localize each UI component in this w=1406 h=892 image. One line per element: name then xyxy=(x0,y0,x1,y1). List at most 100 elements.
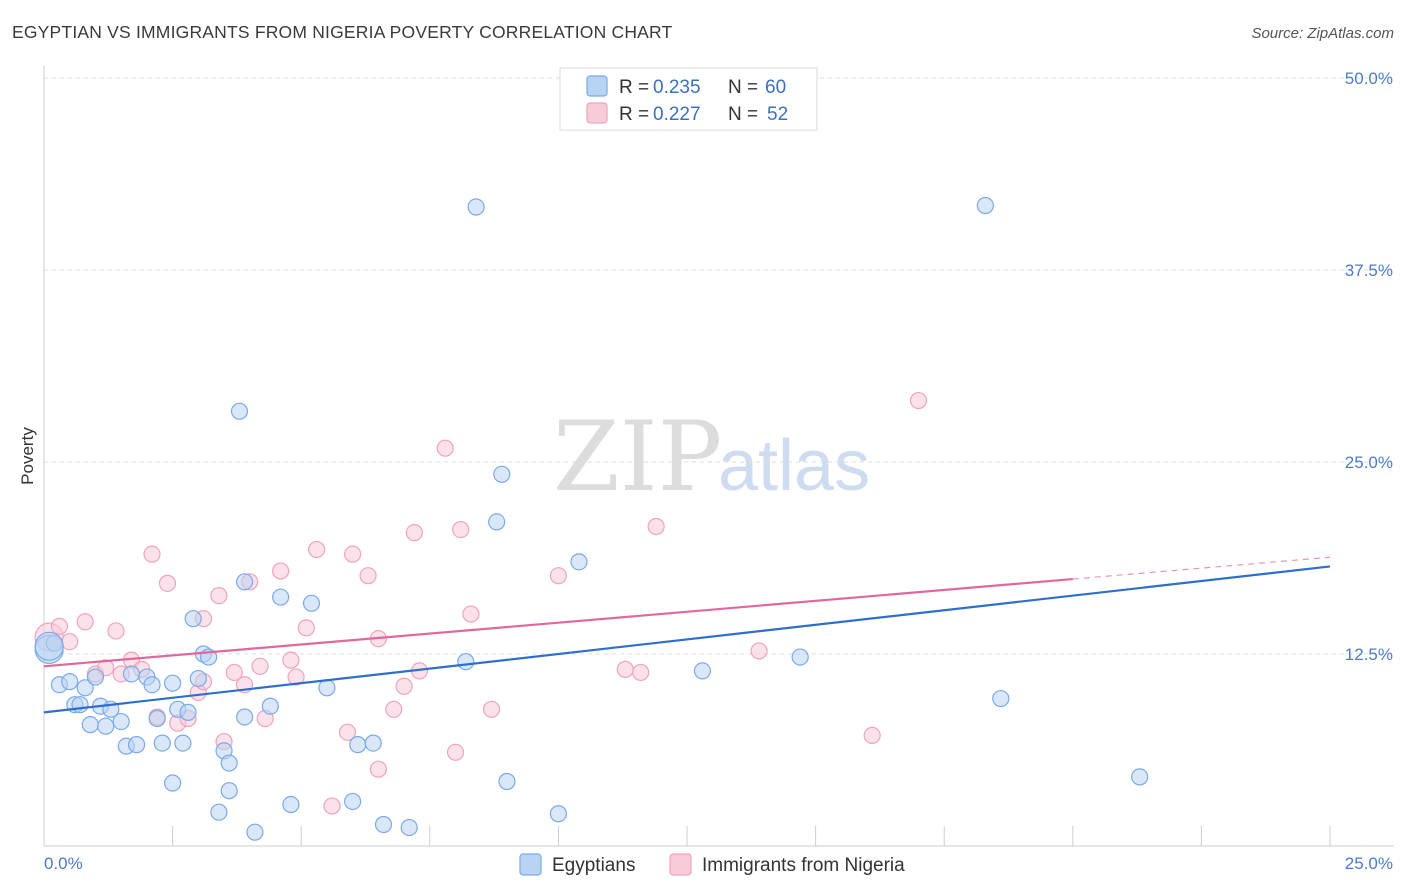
stats-legend-n-label-egyptians: N = xyxy=(728,77,758,98)
point-egyptians-57 xyxy=(992,689,1010,708)
point-nigeria-18 xyxy=(210,587,228,605)
point-nigeria-32 xyxy=(344,545,362,563)
point-egyptians-35 xyxy=(236,708,254,726)
point-egyptians-54 xyxy=(693,662,712,680)
stats-legend-n-egyptians: 60 xyxy=(765,77,786,98)
point-egyptians-45 xyxy=(374,815,393,834)
trend-line-egyptians xyxy=(43,565,1331,714)
series-legend: Egyptians Immigrants from Nigeria xyxy=(519,853,905,876)
point-nigeria-42 xyxy=(452,520,470,539)
series-legend-label-egyptians: Egyptians xyxy=(552,855,635,876)
point-nigeria-40 xyxy=(436,439,454,457)
point-nigeria-26 xyxy=(282,651,300,669)
point-egyptians-6 xyxy=(76,679,94,697)
point-egyptians-38 xyxy=(272,588,290,606)
point-nigeria-49 xyxy=(750,642,768,660)
point-egyptians-39 xyxy=(282,795,300,814)
point-egyptians-31 xyxy=(220,782,238,800)
stats-legend-r-label-nigeria: R = xyxy=(619,104,649,125)
stats-legend-swatch-nigeria xyxy=(586,102,608,124)
stats-legend-swatch-egyptians xyxy=(586,75,608,97)
point-egyptians-41 xyxy=(318,679,336,697)
point-egyptians-37 xyxy=(261,697,279,715)
trend-line-extension-nigeria xyxy=(1072,556,1331,580)
point-egyptians-42 xyxy=(344,792,362,811)
point-egyptians-10 xyxy=(97,717,115,735)
point-egyptians-7 xyxy=(81,716,99,734)
point-egyptians-59 xyxy=(34,631,64,661)
point-nigeria-38 xyxy=(405,524,423,542)
point-egyptians-33 xyxy=(230,402,249,420)
point-egyptians-21 xyxy=(164,774,182,792)
point-nigeria-25 xyxy=(272,562,290,580)
stats-legend-r-nigeria: 0.227 xyxy=(653,104,701,125)
point-egyptians-50 xyxy=(493,465,511,483)
point-nigeria-2 xyxy=(61,633,79,651)
stats-legend-r-label-egyptians: R = xyxy=(619,77,649,98)
point-egyptians-17 xyxy=(143,676,161,694)
point-nigeria-6 xyxy=(107,622,125,640)
chart-source: Source: ZipAtlas.com xyxy=(1251,25,1394,42)
scatter-points xyxy=(34,196,1149,841)
point-nigeria-48 xyxy=(647,517,665,536)
trend-line-nigeria xyxy=(43,577,1073,668)
point-nigeria-1 xyxy=(50,617,69,635)
point-egyptians-36 xyxy=(246,823,264,841)
point-nigeria-45 xyxy=(549,567,568,585)
point-egyptians-5 xyxy=(71,696,89,714)
point-egyptians-32 xyxy=(220,754,238,772)
point-nigeria-46 xyxy=(616,660,634,678)
point-egyptians-25 xyxy=(184,610,202,628)
point-egyptians-44 xyxy=(364,734,382,752)
point-egyptians-18 xyxy=(148,709,166,728)
point-egyptians-15 xyxy=(127,736,146,754)
point-nigeria-41 xyxy=(446,743,465,761)
point-nigeria-23 xyxy=(251,657,269,675)
point-egyptians-34 xyxy=(236,573,254,591)
point-nigeria-29 xyxy=(308,540,326,559)
point-egyptians-43 xyxy=(349,736,367,754)
point-egyptians-47 xyxy=(457,653,475,671)
y-axis-label: Poverty xyxy=(18,427,37,485)
point-nigeria-27 xyxy=(287,668,305,686)
point-nigeria-44 xyxy=(482,700,501,718)
point-nigeria-3 xyxy=(76,613,94,631)
point-egyptians-56 xyxy=(976,196,994,215)
point-nigeria-10 xyxy=(143,545,161,563)
point-egyptians-26 xyxy=(189,669,207,688)
point-egyptians-40 xyxy=(302,594,321,612)
series-points-nigeria xyxy=(34,391,928,815)
point-nigeria-28 xyxy=(297,619,315,637)
axes xyxy=(43,66,1394,847)
y-tick-label-0: 50.0% xyxy=(1345,69,1393,88)
point-nigeria-31 xyxy=(338,723,357,741)
stats-legend-r-egyptians: 0.235 xyxy=(653,77,701,98)
y-tick-label-1: 37.5% xyxy=(1345,261,1393,280)
point-egyptians-55 xyxy=(791,648,809,666)
point-nigeria-43 xyxy=(462,605,480,623)
point-egyptians-23 xyxy=(174,734,192,752)
series-legend-label-nigeria: Immigrants from Nigeria xyxy=(702,855,905,876)
stats-legend-n-nigeria: 52 xyxy=(767,104,788,125)
point-egyptians-46 xyxy=(400,818,418,837)
point-egyptians-53 xyxy=(570,553,588,571)
point-egyptians-12 xyxy=(112,712,130,731)
x-tick-label-min: 0.0% xyxy=(44,854,83,873)
point-nigeria-36 xyxy=(385,700,403,718)
point-egyptians-24 xyxy=(179,703,197,721)
watermark-zip: ZIP xyxy=(553,401,722,513)
point-nigeria-37 xyxy=(395,677,413,695)
series-points-egyptians xyxy=(34,196,1149,841)
stats-legend: R = 0.235 N = 60 R = 0.227 N = 52 xyxy=(559,67,818,131)
point-nigeria-12 xyxy=(158,574,177,592)
point-nigeria-51 xyxy=(909,391,928,410)
point-egyptians-48 xyxy=(467,198,485,216)
point-nigeria-47 xyxy=(632,663,650,682)
point-egyptians-49 xyxy=(488,513,506,531)
point-egyptians-58 xyxy=(1131,768,1149,786)
trend-lines xyxy=(43,556,1331,714)
grid-lines xyxy=(44,77,1394,655)
point-nigeria-33 xyxy=(359,567,377,585)
